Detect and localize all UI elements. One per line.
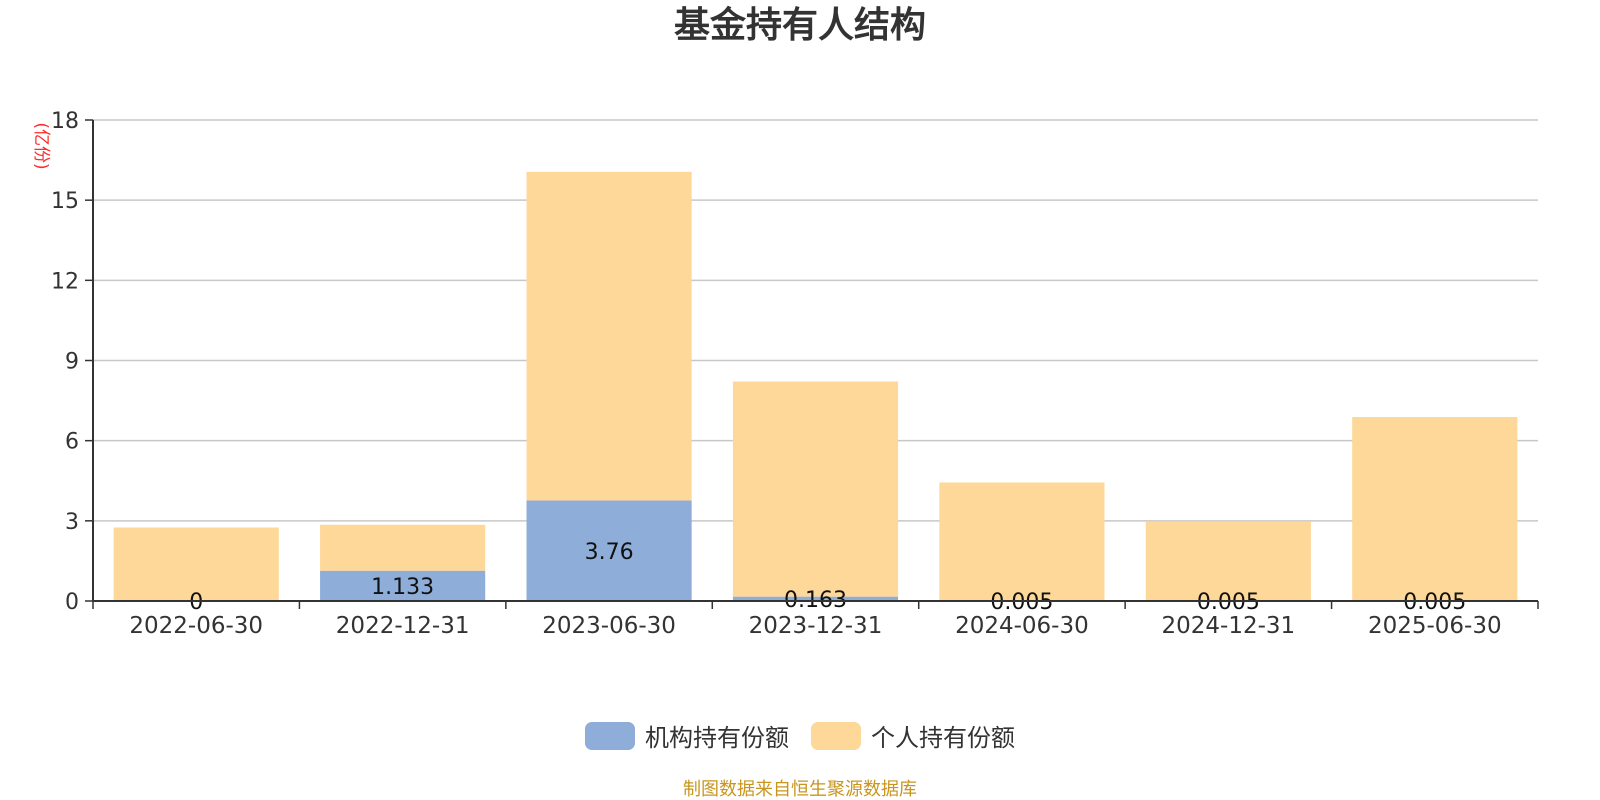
x-tick-label: 2023-06-30 [542,613,676,639]
legend-label-institutional: 机构持有份额 [645,724,789,752]
bar-institutional [732,596,899,601]
x-tick-label: 2023-12-31 [749,613,883,639]
bar-value-label: 0.005 [1403,590,1466,615]
legend: 机构持有份额 个人持有份额 [0,718,1600,753]
bar-individual [1145,521,1311,601]
legend-label-individual: 个人持有份额 [871,724,1015,752]
bar-individual [526,171,692,501]
y-tick-label: 12 [51,269,79,294]
x-tick-label: 2022-06-30 [129,613,263,639]
x-tick-label: 2022-12-31 [336,613,470,639]
bar-value-label: 0.005 [1197,590,1260,615]
bar-individual [113,527,279,601]
bar-value-label: 1.133 [371,575,434,600]
legend-swatch-institutional [585,721,635,750]
bar-institutional [526,500,692,601]
bar-individual [732,381,899,597]
y-tick-label: 18 [51,109,79,134]
bar-individual [1352,417,1518,601]
bar-individual [320,524,486,571]
y-tick-label: 3 [65,510,79,535]
legend-swatch-individual [811,721,861,750]
bars [113,171,1518,601]
y-tick-label: 0 [65,590,79,615]
y-tick-label: 15 [51,189,79,214]
x-tick-label: 2024-12-31 [1162,613,1296,639]
bar-value-label: 3.76 [585,540,634,565]
y-tick-label: 6 [65,430,79,455]
axes: 0 3 6 9 12 15 18 2022-06-30 2022-12-31 2023-06-30… [51,109,1539,639]
bar-value-label: 0 [189,590,203,615]
chart-title: 基金持有人结构 [673,5,926,46]
y-tick-label: 9 [65,350,79,375]
legend-item-individual[interactable]: 个人持有份额 [811,718,1015,753]
source-note: 制图数据来自恒生聚源数据库 [683,779,917,800]
legend-item-institutional[interactable]: 机构持有份额 [585,718,789,753]
bar-institutional [320,570,486,601]
y-axis-unit-label: (亿份) [31,122,51,169]
x-tick-label: 2024-06-30 [955,613,1089,639]
x-tick-label: 2025-06-30 [1368,613,1502,639]
bar-individual [939,482,1105,601]
bar-value-label: 0.005 [990,590,1053,615]
